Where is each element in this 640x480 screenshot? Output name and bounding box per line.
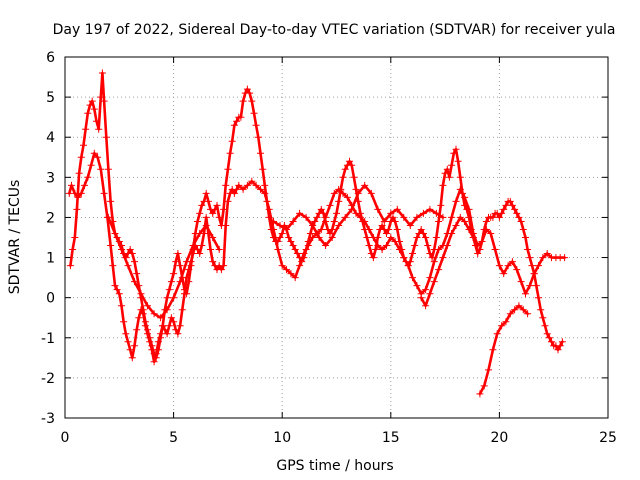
y-tick-label: 6: [46, 50, 55, 66]
x-axis-label: GPS time / hours: [276, 458, 393, 474]
series-trace-5: [478, 304, 529, 396]
series-plus-markers-1: [65, 149, 569, 366]
plot-frame: [64, 56, 609, 419]
x-tick-label: 0: [61, 430, 70, 446]
x-tick-label: 15: [382, 430, 400, 446]
x-tick-label: 10: [273, 430, 291, 446]
chart-title: Day 197 of 2022, Sidereal Day-to-day VTE…: [53, 22, 616, 38]
x-tick-label: 20: [490, 430, 508, 446]
series-plus-markers-2: [417, 213, 482, 310]
series-plus-markers-3: [104, 213, 223, 322]
y-tick-label: -1: [41, 331, 55, 347]
y-axis-label: SDTVAR / TECUs: [7, 180, 23, 295]
axis-ticks: [64, 56, 609, 419]
y-tick-label: 5: [46, 90, 55, 106]
series-plus-markers-5: [476, 302, 532, 398]
data-series: [65, 69, 569, 398]
y-tick-label: 0: [46, 291, 55, 307]
y-tick-label: -3: [41, 411, 55, 427]
y-tick-label: -2: [41, 371, 55, 387]
y-tick-label: 4: [46, 130, 55, 146]
series-trace-2: [419, 216, 480, 308]
x-tick-labels: 0 5 10 15 20 25: [61, 430, 617, 446]
y-tick-label: 2: [46, 210, 55, 226]
series-trace-1: [68, 152, 566, 364]
series-trace-3: [107, 216, 221, 320]
y-tick-label: 3: [46, 170, 55, 186]
x-tick-label: 25: [599, 430, 617, 446]
y-tick-label: 1: [46, 251, 55, 267]
x-tick-label: 5: [169, 430, 178, 446]
series-plus-markers-4: [270, 181, 447, 249]
y-tick-labels: -3 -2 -1 0 1 2 3 4 5 6: [41, 50, 55, 427]
